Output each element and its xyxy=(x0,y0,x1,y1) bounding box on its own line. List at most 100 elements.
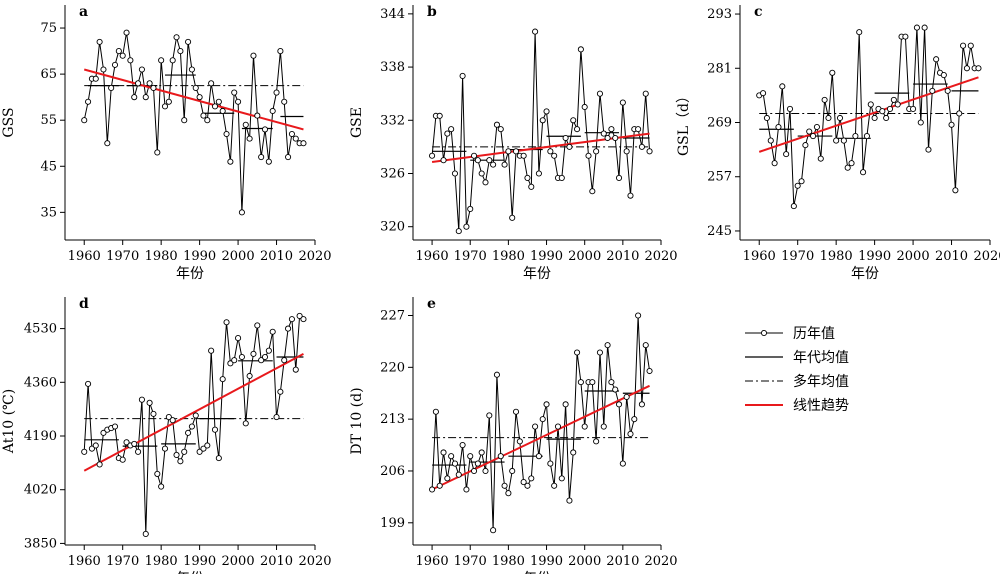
data-point xyxy=(161,445,169,452)
data-point xyxy=(269,107,276,115)
data-point xyxy=(115,48,122,55)
x-tick-label: 2000 xyxy=(222,554,255,569)
data-point xyxy=(509,467,516,475)
data-point xyxy=(577,379,584,386)
data-point xyxy=(188,423,195,430)
y-tick-label: 45 xyxy=(40,159,57,174)
data-point xyxy=(219,376,226,383)
data-point xyxy=(642,90,649,97)
data-point xyxy=(532,423,539,430)
data-point xyxy=(486,157,493,164)
y-axis-label: At10 (℃) xyxy=(1,389,17,454)
x-axis-label: 年份 xyxy=(851,266,879,282)
y-tick-label: 3850 xyxy=(24,536,57,551)
data-point xyxy=(840,137,847,144)
data-point xyxy=(185,429,192,436)
data-point xyxy=(227,360,234,367)
x-tick-label: 1960 xyxy=(68,249,101,264)
data-point xyxy=(470,152,478,159)
data-point xyxy=(158,57,165,64)
data-point xyxy=(551,152,558,159)
data-point xyxy=(277,388,284,395)
legend-label: 年代均值 xyxy=(793,350,849,366)
data-point xyxy=(497,453,504,460)
data-point xyxy=(223,319,230,326)
x-tick-label: 1990 xyxy=(183,554,216,569)
data-point xyxy=(817,155,824,162)
data-point xyxy=(123,29,130,36)
data-point xyxy=(285,325,292,332)
data-point xyxy=(520,479,527,486)
data-point xyxy=(520,152,527,159)
data-point xyxy=(238,209,245,216)
data-point xyxy=(165,414,172,421)
data-point xyxy=(501,482,508,489)
x-tick-label: 1980 xyxy=(492,249,525,264)
data-point xyxy=(948,121,955,128)
data-point xyxy=(490,527,497,534)
data-point xyxy=(135,448,142,455)
data-point xyxy=(173,34,180,41)
legend-item-trend: 线性趋势 xyxy=(745,398,849,414)
data-point xyxy=(261,126,269,133)
data-point xyxy=(490,161,497,168)
x-tick-label: 2000 xyxy=(222,249,255,264)
data-point xyxy=(258,357,265,364)
data-point xyxy=(646,367,653,375)
data-point xyxy=(100,66,107,73)
x-tick-label: 2010 xyxy=(260,249,293,264)
data-point xyxy=(208,347,215,354)
data-point xyxy=(615,174,623,181)
panels: 1960 1970 1980 1990 2000 2010 2020 35 45 55 65 75 年份… xyxy=(1,4,1000,574)
data-point xyxy=(165,98,172,105)
data-point xyxy=(119,52,126,59)
data-point xyxy=(615,401,623,408)
data-point xyxy=(208,80,215,87)
data-point xyxy=(775,123,782,131)
data-point xyxy=(231,357,238,364)
data-point xyxy=(635,312,642,319)
panel-letter: b xyxy=(427,4,437,20)
data-point xyxy=(562,401,569,408)
panel-letter: c xyxy=(754,4,763,20)
data-point xyxy=(246,372,253,380)
data-point xyxy=(512,408,520,415)
y-tick-label: 65 xyxy=(40,67,57,82)
data-point xyxy=(150,84,157,91)
data-point xyxy=(798,178,805,185)
y-tick-label: 326 xyxy=(380,166,405,181)
data-point xyxy=(608,379,615,386)
data-point xyxy=(574,349,581,356)
data-point xyxy=(638,401,645,408)
data-point xyxy=(444,130,451,137)
y-tick-label: 245 xyxy=(707,224,732,239)
data-point xyxy=(211,426,219,433)
x-tick-label: 1980 xyxy=(145,249,178,264)
data-point xyxy=(85,380,92,387)
data-point xyxy=(933,56,940,63)
data-point xyxy=(589,188,596,195)
data-point xyxy=(574,126,581,133)
data-point xyxy=(894,101,901,108)
data-point xyxy=(246,135,253,142)
data-point xyxy=(142,94,149,101)
data-point xyxy=(493,121,500,128)
x-tick-label: 1990 xyxy=(858,249,891,264)
data-point xyxy=(821,96,828,103)
data-point xyxy=(829,69,836,76)
x-axis-label: 年份 xyxy=(523,266,551,282)
data-point xyxy=(478,449,485,456)
data-point xyxy=(85,98,92,105)
x-tick-label: 1990 xyxy=(530,249,563,264)
data-point xyxy=(463,486,470,493)
data-point xyxy=(917,119,924,126)
data-point xyxy=(119,456,126,463)
data-point xyxy=(231,89,238,96)
data-point xyxy=(92,75,99,82)
x-tick-label: 2020 xyxy=(298,249,331,264)
x-tick-label: 1970 xyxy=(781,249,814,264)
data-point xyxy=(539,416,546,423)
data-point xyxy=(581,423,588,430)
y-axis-label: GSL（d） xyxy=(676,89,692,156)
x-tick-label: 1960 xyxy=(416,554,449,569)
